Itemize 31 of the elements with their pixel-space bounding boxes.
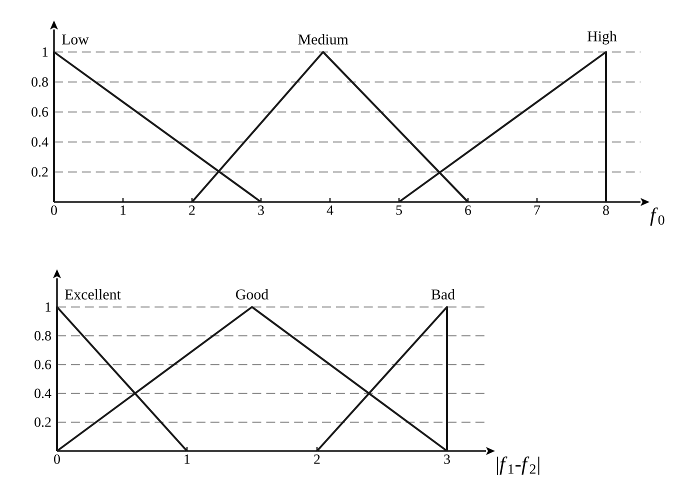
x-tick-label: 4 [326, 206, 334, 215]
x-tick-label: 5 [396, 206, 402, 215]
y-tick-label: 1 [46, 302, 51, 312]
series-label: Low [62, 34, 89, 44]
series-label: Good [236, 288, 268, 300]
x-tick-label: 2 [189, 206, 195, 215]
x-tick-label: 3 [444, 454, 450, 464]
y-tick-label: 0.8 [32, 77, 48, 87]
y-tick-label: 0.8 [34, 331, 51, 341]
y-tick-label: 0.2 [32, 167, 48, 177]
series-label: High [588, 30, 617, 44]
x-tick-label: 8 [603, 206, 609, 215]
series-label: Excellent [64, 288, 121, 300]
x-tick-label: 1 [184, 454, 190, 464]
x-axis-title: f$_{0}$ [650, 208, 664, 226]
x-tick-label: 6 [465, 206, 472, 215]
x-tick-label: 3 [258, 206, 264, 215]
x-axis-title: |f$_{1}$-f$_{2}$| [497, 456, 540, 475]
x-tick-label: 0 [54, 454, 60, 464]
y-tick-label: 0.6 [34, 360, 52, 370]
x-tick-label: 1 [120, 206, 126, 215]
series-label: Bad [431, 288, 455, 300]
x-tick-label: 2 [314, 454, 320, 464]
y-tick-label: 1 [42, 47, 48, 57]
y-tick-label: 0.2 [34, 417, 51, 427]
y-tick-label: 0.4 [32, 137, 48, 147]
y-tick-label: 0.6 [32, 107, 48, 117]
series-label: Medium [298, 34, 348, 44]
y-tick-label: 0.4 [34, 388, 52, 398]
x-tick-label: 7 [534, 206, 540, 215]
x-tick-label: 0 [51, 206, 57, 215]
